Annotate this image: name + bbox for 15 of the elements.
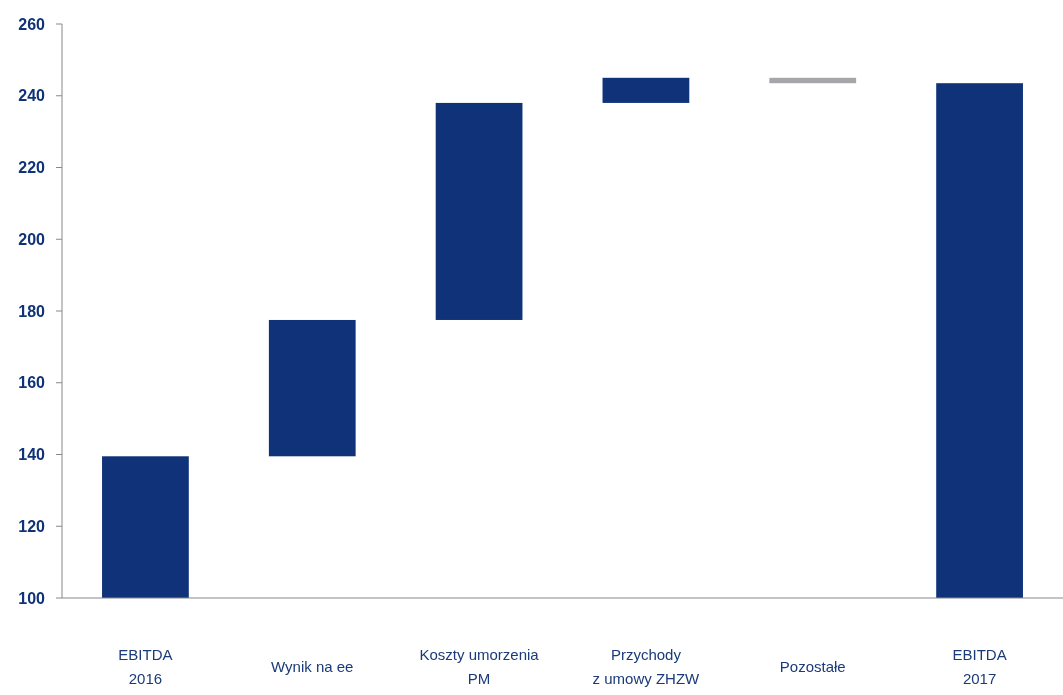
y-tick-label: 120: [18, 517, 46, 535]
x-tick-label: Koszty umorzenia PM: [419, 646, 540, 687]
y-tick-label: 240: [18, 87, 46, 105]
x-tick-label: Pozostałe: [779, 658, 846, 675]
x-tick-label: Wynik na ee: [271, 658, 354, 675]
y-tick-label: 260: [18, 15, 46, 33]
x-tick-label: Przychody z umowy ZHZW: [592, 646, 701, 687]
y-tick-label: 180: [18, 302, 46, 320]
y-tick-label: 140: [18, 446, 46, 464]
y-tick-label: 220: [18, 159, 46, 177]
y-tick-label: 160: [18, 374, 46, 392]
y-tick-label: 100: [18, 589, 46, 607]
y-tick-label: 200: [18, 230, 46, 248]
x-tick-label: EBITDA 2017: [952, 646, 1007, 687]
x-tick-label: EBITDA 2016: [118, 646, 173, 687]
